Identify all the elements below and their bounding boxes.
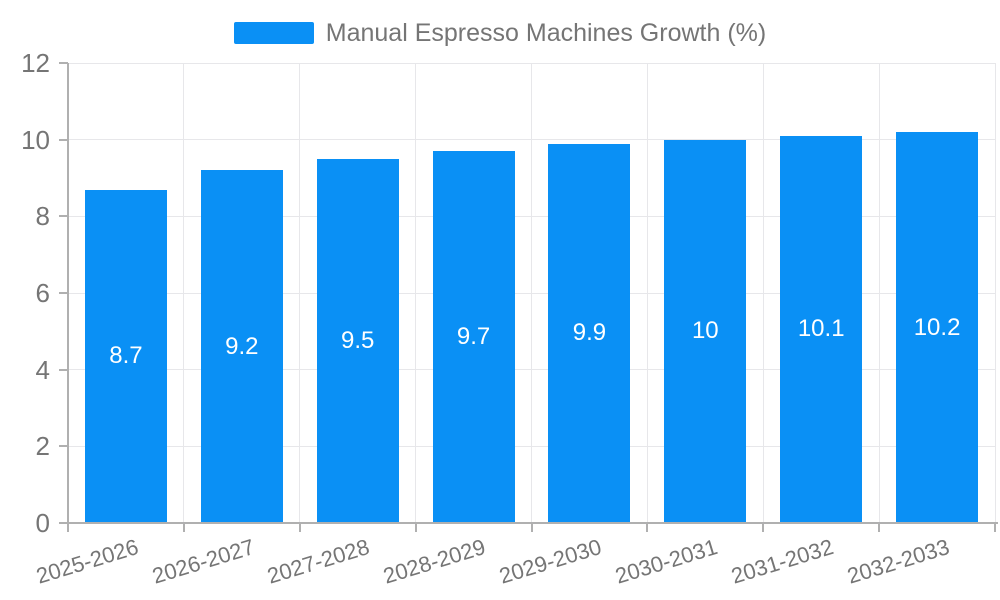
- x-axis-tick: [298, 523, 301, 532]
- y-axis-tick: [59, 522, 68, 524]
- v-gridline: [415, 63, 417, 523]
- bar-value-label: 9.7: [456, 323, 491, 351]
- legend-label: Manual Espresso Machines Growth (%): [325, 19, 767, 47]
- bar-value-label: 9.9: [572, 319, 607, 347]
- y-axis-label: 12: [21, 48, 50, 78]
- v-gridline: [531, 63, 532, 523]
- x-axis-tick: [530, 523, 533, 532]
- x-axis-tick: [67, 523, 69, 532]
- bar-2025-2026[interactable]: [84, 189, 167, 523]
- bar-2027-2028[interactable]: [316, 158, 399, 523]
- bar-value-label: 10: [691, 317, 719, 345]
- legend[interactable]: Manual Espresso Machines Growth (%): [0, 20, 1000, 46]
- x-axis-label-2027-2028: 2027-2028: [264, 534, 373, 589]
- x-axis-label-2031-2032: 2031-2032: [728, 534, 837, 589]
- y-axis-label: 4: [35, 354, 50, 385]
- bar-2029-2030[interactable]: [548, 143, 631, 523]
- x-axis-label-2028-2029: 2028-2029: [380, 534, 489, 589]
- bar-2028-2029[interactable]: [432, 151, 515, 523]
- x-axis-tick: [182, 523, 185, 532]
- y-axis-label: 10: [21, 124, 50, 155]
- x-axis-tick: [414, 523, 417, 532]
- bar-2030-2031[interactable]: [664, 139, 747, 523]
- y-axis-label: 8: [35, 201, 50, 232]
- bar-2026-2027[interactable]: [200, 170, 283, 523]
- bar-value-label: 10.1: [797, 315, 845, 343]
- x-axis-label-2025-2026: 2025-2026: [33, 534, 141, 589]
- x-axis-label-2029-2030: 2029-2030: [496, 534, 605, 589]
- x-axis-label-2026-2027: 2026-2027: [148, 534, 257, 589]
- x-axis-label-2032-2033: 2032-2033: [844, 534, 953, 589]
- y-axis-tick: [59, 215, 68, 218]
- y-axis-label: 6: [35, 278, 50, 308]
- legend-swatch: [233, 22, 314, 44]
- v-gridline: [183, 63, 185, 523]
- bar-2032-2033[interactable]: [896, 132, 979, 523]
- v-gridline: [646, 63, 648, 523]
- v-gridline: [878, 63, 880, 523]
- bar-2031-2032[interactable]: [780, 135, 863, 523]
- y-axis-label: 2: [35, 431, 50, 462]
- x-axis-line: [67, 522, 998, 524]
- v-gridline: [299, 63, 301, 523]
- y-axis-label: 0: [35, 508, 50, 538]
- bar-value-label: 9.5: [341, 326, 375, 354]
- y-axis-tick: [59, 368, 68, 371]
- x-axis-tick: [646, 523, 649, 532]
- x-axis-tick: [878, 523, 881, 532]
- v-gridline: [994, 63, 996, 523]
- x-axis-label-2030-2031: 2030-2031: [612, 534, 721, 589]
- bar-value-label: 10.2: [913, 313, 961, 341]
- y-axis-tick: [59, 62, 68, 64]
- y-axis-tick: [59, 138, 68, 141]
- v-gridline: [762, 63, 764, 523]
- x-axis-tick: [762, 523, 765, 532]
- y-axis-line: [67, 63, 69, 523]
- bar-value-label: 9.2: [225, 332, 259, 360]
- y-axis-tick: [59, 445, 68, 448]
- y-axis-tick: [59, 292, 68, 294]
- x-axis-tick: [994, 523, 996, 532]
- bar-value-label: 8.7: [109, 342, 143, 370]
